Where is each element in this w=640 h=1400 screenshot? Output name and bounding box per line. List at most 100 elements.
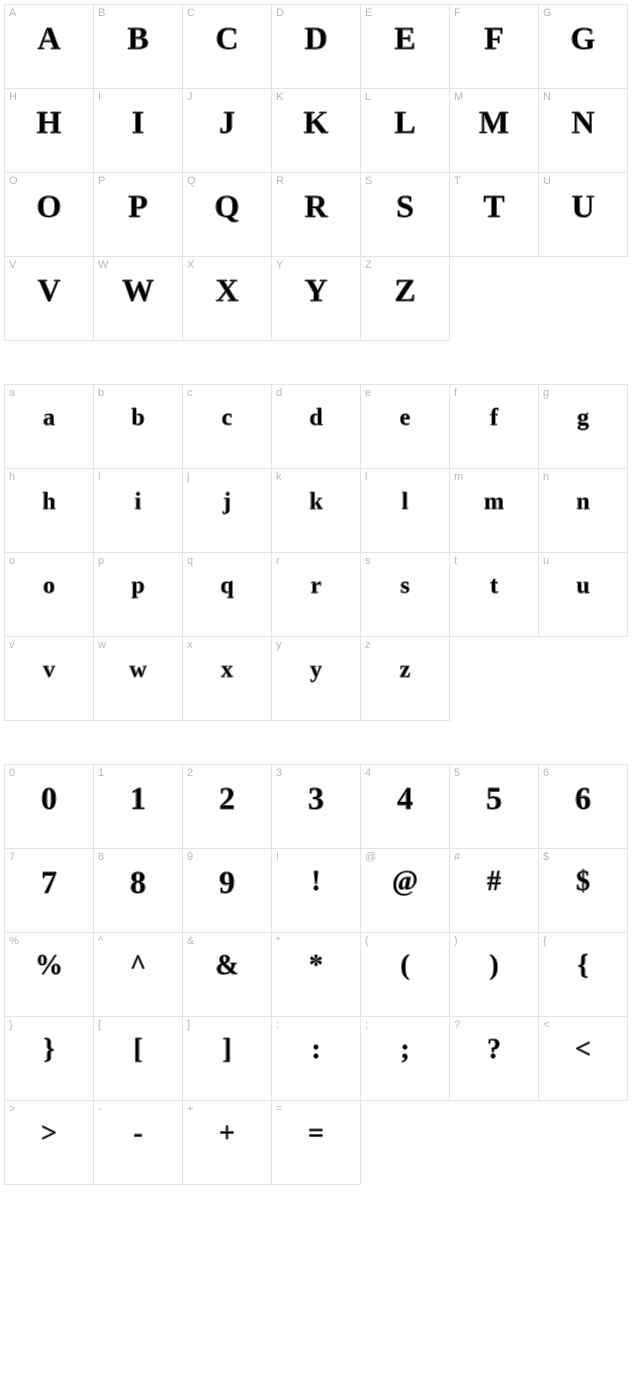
glyph-cell[interactable]: %% [4, 932, 94, 1017]
glyph-label: 1 [98, 768, 104, 779]
glyph-cell[interactable]: == [271, 1100, 361, 1185]
glyph-cell[interactable]: << [538, 1016, 628, 1101]
glyph-cell[interactable]: -- [93, 1100, 183, 1185]
glyph-cell[interactable]: jj [182, 468, 272, 553]
glyph-label: R [276, 176, 284, 187]
glyph-cell[interactable]: OO [4, 172, 94, 257]
glyph-cell[interactable]: 88 [93, 848, 183, 933]
glyph-preview: ? [450, 1035, 538, 1066]
glyph-cell[interactable]: )) [449, 932, 539, 1017]
glyph-cell[interactable]: ss [360, 552, 450, 637]
glyph-cell[interactable]: QQ [182, 172, 272, 257]
glyph-label: 0 [9, 768, 15, 779]
glyph-cell[interactable]: ## [449, 848, 539, 933]
glyph-cell[interactable]: YY [271, 256, 361, 341]
glyph-label: } [9, 1020, 13, 1031]
glyph-cell[interactable]: 33 [271, 764, 361, 849]
glyph-cell[interactable]: 11 [93, 764, 183, 849]
glyph-cell[interactable]: cc [182, 384, 272, 469]
glyph-cell[interactable]: LL [360, 88, 450, 173]
glyph-cell[interactable]: ** [271, 932, 361, 1017]
glyph-cell[interactable]: ++ [182, 1100, 272, 1185]
glyph-cell[interactable]: yy [271, 636, 361, 721]
glyph-cell[interactable]: MM [449, 88, 539, 173]
glyph-cell[interactable]: 22 [182, 764, 272, 849]
glyph-cell[interactable]: II [93, 88, 183, 173]
glyph-cell[interactable]: zz [360, 636, 450, 721]
glyph-cell[interactable]: SS [360, 172, 450, 257]
glyph-cell[interactable]: EE [360, 4, 450, 89]
glyph-cell[interactable]: RR [271, 172, 361, 257]
glyph-label: W [98, 260, 108, 271]
glyph-cell[interactable]: ww [93, 636, 183, 721]
glyph-cell[interactable]: WW [93, 256, 183, 341]
glyph-cell[interactable]: rr [271, 552, 361, 637]
glyph-cell[interactable]: uu [538, 552, 628, 637]
glyph-label: $ [543, 852, 549, 863]
glyph-cell[interactable]: mm [449, 468, 539, 553]
glyph-cell[interactable]: 99 [182, 848, 272, 933]
glyph-cell[interactable]: GG [538, 4, 628, 89]
glyph-cell[interactable]: && [182, 932, 272, 1017]
glyph-preview: h [5, 489, 93, 515]
glyph-label: z [365, 640, 371, 651]
glyph-cell[interactable]: 00 [4, 764, 94, 849]
glyph-label: Q [187, 176, 196, 187]
glyph-cell[interactable]: 66 [538, 764, 628, 849]
glyph-cell[interactable]: qq [182, 552, 272, 637]
glyph-cell[interactable]: [[ [93, 1016, 183, 1101]
glyph-cell[interactable]: TT [449, 172, 539, 257]
glyph-cell[interactable]: NN [538, 88, 628, 173]
glyph-cell[interactable]: CC [182, 4, 272, 89]
glyph-cell[interactable]: ZZ [360, 256, 450, 341]
glyph-cell[interactable]: KK [271, 88, 361, 173]
glyph-cell[interactable]: XX [182, 256, 272, 341]
glyph-cell[interactable]: !! [271, 848, 361, 933]
glyph-cell[interactable]: hh [4, 468, 94, 553]
glyph-cell[interactable]: {{ [538, 932, 628, 1017]
glyph-cell[interactable]: ll [360, 468, 450, 553]
glyph-cell[interactable]: JJ [182, 88, 272, 173]
glyph-cell[interactable]: DD [271, 4, 361, 89]
glyph-cell[interactable]: >> [4, 1100, 94, 1185]
glyph-cell[interactable]: :: [271, 1016, 361, 1101]
glyph-cell[interactable]: nn [538, 468, 628, 553]
glyph-cell[interactable]: ii [93, 468, 183, 553]
glyph-cell[interactable]: aa [4, 384, 94, 469]
glyph-group-digits-punct: 00112233445566 778899!!@@##$$%%^^&&**(())… [4, 764, 636, 1184]
glyph-cell[interactable]: VV [4, 256, 94, 341]
glyph-cell[interactable]: @@ [360, 848, 450, 933]
glyph-cell[interactable]: gg [538, 384, 628, 469]
glyph-preview: # [450, 867, 538, 898]
glyph-label: ; [365, 1020, 368, 1031]
glyph-cell[interactable]: oo [4, 552, 94, 637]
glyph-cell[interactable]: AA [4, 4, 94, 89]
glyph-cell[interactable]: pp [93, 552, 183, 637]
glyph-cell[interactable]: 44 [360, 764, 450, 849]
glyph-cell[interactable]: ee [360, 384, 450, 469]
glyph-cell[interactable]: HH [4, 88, 94, 173]
glyph-cell[interactable]: ]] [182, 1016, 272, 1101]
glyph-cell[interactable]: ff [449, 384, 539, 469]
glyph-preview: v [5, 657, 93, 683]
glyph-cell[interactable]: $$ [538, 848, 628, 933]
glyph-cell[interactable]: (( [360, 932, 450, 1017]
glyph-preview: M [450, 105, 538, 140]
glyph-cell[interactable]: UU [538, 172, 628, 257]
glyph-cell[interactable]: vv [4, 636, 94, 721]
glyph-cell[interactable]: 55 [449, 764, 539, 849]
glyph-cell[interactable]: ^^ [93, 932, 183, 1017]
glyph-cell[interactable]: PP [93, 172, 183, 257]
glyph-cell[interactable]: ;; [360, 1016, 450, 1101]
glyph-cell[interactable]: tt [449, 552, 539, 637]
glyph-cell[interactable]: kk [271, 468, 361, 553]
glyph-cell[interactable]: FF [449, 4, 539, 89]
glyph-cell[interactable]: 77 [4, 848, 94, 933]
glyph-label: q [187, 556, 193, 567]
glyph-cell[interactable]: dd [271, 384, 361, 469]
glyph-cell[interactable]: ?? [449, 1016, 539, 1101]
glyph-cell[interactable]: bb [93, 384, 183, 469]
glyph-cell[interactable]: BB [93, 4, 183, 89]
glyph-cell[interactable]: xx [182, 636, 272, 721]
glyph-cell[interactable]: }} [4, 1016, 94, 1101]
